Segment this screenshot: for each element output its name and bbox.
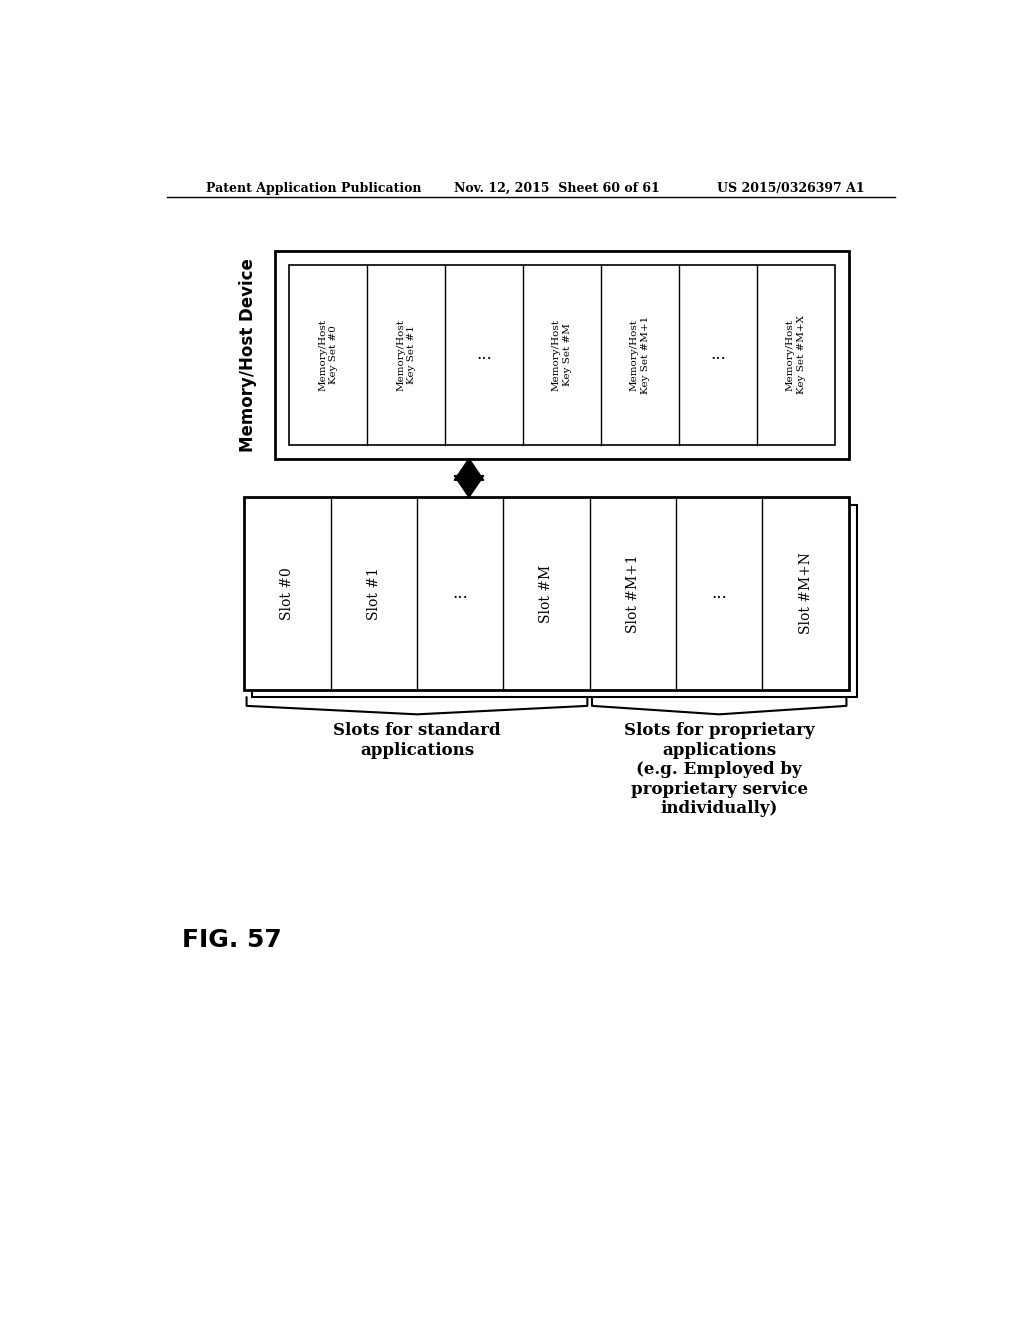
Text: Slot #1: Slot #1 bbox=[367, 568, 381, 620]
Bar bbox=[252, 506, 856, 697]
Text: Slots for standard
applications: Slots for standard applications bbox=[333, 722, 501, 759]
Text: Slot #M+N: Slot #M+N bbox=[799, 553, 813, 635]
Text: Memory/Host
Key Set #M: Memory/Host Key Set #M bbox=[552, 318, 572, 391]
Text: Memory/Host
Key Set #1: Memory/Host Key Set #1 bbox=[396, 318, 416, 391]
Text: Slot #0: Slot #0 bbox=[281, 568, 295, 620]
Text: US 2015/0326397 A1: US 2015/0326397 A1 bbox=[717, 182, 864, 194]
Text: ...: ... bbox=[453, 585, 468, 602]
Text: ...: ... bbox=[476, 346, 492, 363]
Text: FIG. 57: FIG. 57 bbox=[182, 928, 282, 953]
Text: Nov. 12, 2015  Sheet 60 of 61: Nov. 12, 2015 Sheet 60 of 61 bbox=[454, 182, 659, 194]
Text: Memory/Host
Key Set #M+1: Memory/Host Key Set #M+1 bbox=[630, 315, 650, 393]
Bar bbox=[275, 251, 849, 459]
Polygon shape bbox=[455, 459, 483, 498]
Text: Slot #M+1: Slot #M+1 bbox=[626, 554, 640, 632]
Text: Patent Application Publication: Patent Application Publication bbox=[206, 182, 421, 194]
Text: ...: ... bbox=[710, 346, 726, 363]
Text: Memory/Host
Key Set #M+X: Memory/Host Key Set #M+X bbox=[785, 315, 806, 395]
Text: Memory/Host Device: Memory/Host Device bbox=[240, 257, 257, 451]
Text: Memory/Host
Key Set #0: Memory/Host Key Set #0 bbox=[318, 318, 338, 391]
Bar bbox=[289, 265, 835, 445]
Text: ...: ... bbox=[712, 585, 727, 602]
Text: Slots for proprietary
applications
(e.g. Employed by
proprietary service
individ: Slots for proprietary applications (e.g.… bbox=[624, 722, 814, 817]
Text: Slot #M: Slot #M bbox=[540, 565, 554, 623]
Bar bbox=[245, 498, 849, 689]
